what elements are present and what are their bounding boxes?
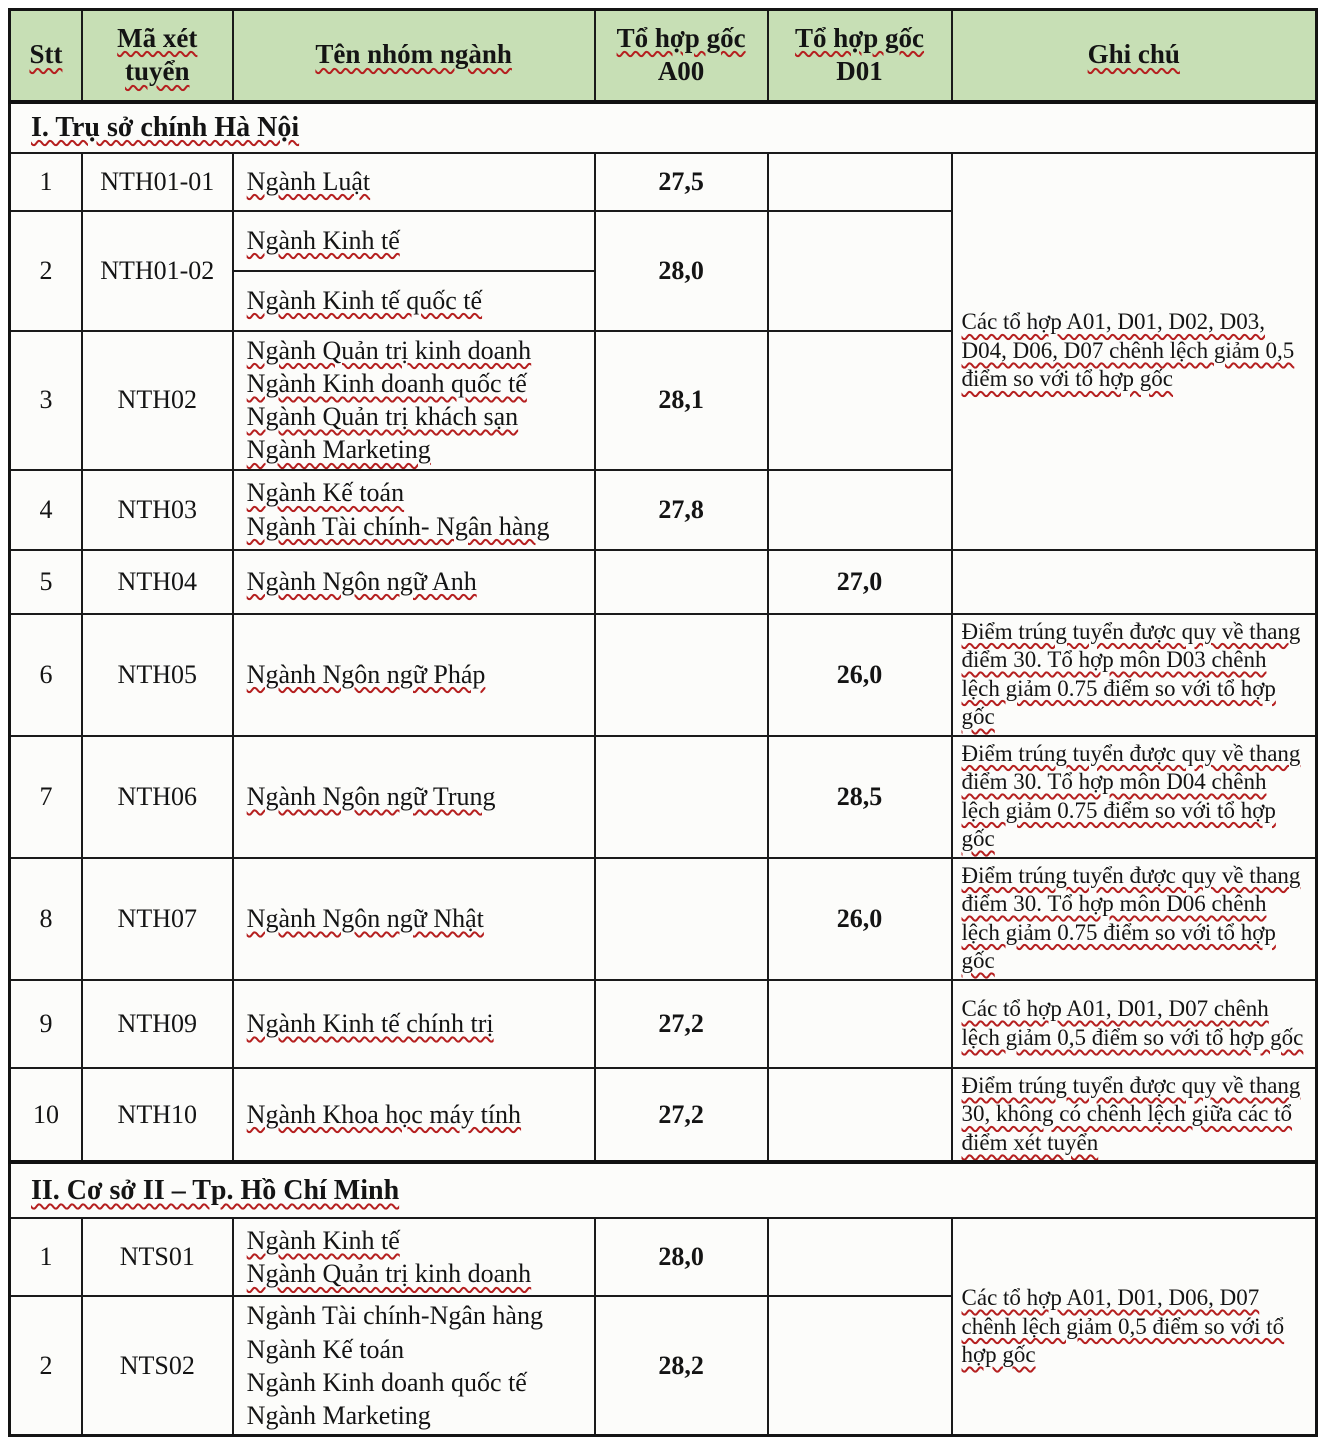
cell-code: NTH05 [80, 612, 234, 737]
cell-name: Ngành Ngôn ngữ Anh [231, 548, 596, 615]
cell-stt: 1 [8, 151, 83, 212]
cell-code: NTH09 [80, 978, 234, 1069]
table-row: 1 NTS01 Ngành Kinh tế Ngành Quản trị kin… [8, 1217, 1318, 1437]
cell-a00: 28,0 [593, 1217, 769, 1298]
table-row: 5 NTH04 Ngành Ngôn ngữ Anh 27,0 [8, 548, 1318, 615]
cell-a00: 27,8 [593, 468, 769, 551]
section2-header-row: II. Cơ sở II – Tp. Hồ Chí Minh [8, 1160, 1318, 1220]
cell-note: Điểm trúng tuyển được quy về thang điểm … [950, 612, 1318, 737]
cell-stt: 10 [8, 1066, 83, 1164]
table-row: 3 NTH02 Ngành Quản trị kinh doanh Ngành … [8, 329, 1317, 471]
table-row: 2 NTH01-02 Ngành Kinh tế 28,0 [8, 209, 1317, 332]
col-header-stt: Stt [8, 8, 83, 104]
table-row: Ngành Kinh tế quốc tế [10, 269, 1317, 332]
cell-d01 [766, 1295, 953, 1437]
table-header-row: Stt Mã xét tuyển Tên nhóm ngành Tổ hợp g… [8, 8, 1318, 104]
cell-name: Ngành Khoa học máy tính [231, 1066, 596, 1164]
cell-note-merged-rows1-4: Các tổ hợp A01, D01, D02, D03, D04, D06,… [950, 151, 1318, 551]
table-row: 4 NTH03 Ngành Kế toán Ngành Tài chính- N… [8, 468, 1317, 551]
cell-code: NTS01 [80, 1217, 234, 1298]
cell-note: Điểm trúng tuyển được quy về thang 30, k… [950, 1066, 1318, 1164]
cell-code: NTH03 [80, 468, 234, 551]
cell-stt: 9 [8, 978, 83, 1069]
cell-code: NTH06 [80, 734, 234, 859]
col-header-a00: Tổ hợp gốc A00 [593, 8, 769, 104]
cell-d01: 26,0 [766, 856, 953, 981]
cell-a00: 27,2 [593, 978, 769, 1069]
col-header-name: Tên nhóm ngành [231, 8, 596, 104]
cell-name: Ngành Quản trị kinh doanh Ngành Kinh doa… [231, 329, 596, 471]
col-header-note: Ghi chú [950, 8, 1318, 104]
table-row: 1 NTH01-01 Ngành Luật 27,5 Các tổ hợp A0… [8, 151, 1318, 551]
cell-a00: 28,2 [593, 1295, 769, 1437]
cell-a00 [593, 612, 769, 737]
cell-note [950, 548, 1318, 615]
table-row: 9 NTH09 Ngành Kinh tế chính trị 27,2 Các… [8, 978, 1318, 1069]
cell-note: Các tổ hợp A01, D01, D07 chênh lệch giảm… [950, 978, 1318, 1069]
table-row: 10 NTH10 Ngành Khoa học máy tính 27,2 Đi… [8, 1066, 1318, 1164]
cell-name: Ngành Kế toán Ngành Tài chính- Ngân hàng [231, 468, 596, 551]
table-row: 7 NTH06 Ngành Ngôn ngữ Trung 28,5 Điểm t… [8, 734, 1318, 859]
cell-code: NTH01-02 [80, 209, 234, 332]
section1-title: I. Trụ sở chính Hà Nội [8, 100, 1318, 154]
cell-stt: 7 [8, 734, 83, 859]
cell-code: NTH07 [80, 856, 234, 981]
section1-header-row: I. Trụ sở chính Hà Nội [8, 100, 1318, 154]
cell-d01 [766, 978, 953, 1069]
cell-d01: 26,0 [766, 612, 953, 737]
cell-d01 [766, 329, 953, 471]
cell-d01 [766, 1217, 953, 1298]
cell-a00: 28,0 [593, 209, 769, 332]
col-header-code: Mã xét tuyển [80, 8, 234, 104]
cell-code: NTH02 [80, 329, 234, 471]
cell-name: Ngành Luật [231, 151, 596, 212]
cell-d01: 27,0 [766, 548, 953, 615]
cell-a00: 27,5 [593, 151, 769, 212]
cell-note: Điểm trúng tuyển được quy về thang điểm … [950, 734, 1318, 859]
cell-name: Ngành Kinh tế Ngành Quản trị kinh doanh [231, 1217, 596, 1298]
cell-d01 [766, 1066, 953, 1164]
cell-name: Ngành Ngôn ngữ Trung [231, 734, 596, 859]
cell-d01 [766, 468, 953, 551]
cell-a00: 28,1 [593, 329, 769, 471]
table-row: 6 NTH05 Ngành Ngôn ngữ Pháp 26,0 Điểm tr… [8, 612, 1318, 737]
cell-d01 [766, 209, 953, 332]
cell-name: Ngành Kinh tế [231, 209, 596, 272]
col-header-d01: Tổ hợp gốc D01 [766, 8, 953, 104]
cell-stt: 4 [8, 468, 83, 551]
cell-stt: 6 [8, 612, 83, 737]
cell-d01 [766, 151, 953, 212]
cell-d01: 28,5 [766, 734, 953, 859]
cell-a00 [593, 856, 769, 981]
cell-stt: 1 [8, 1217, 83, 1298]
cell-name: Ngành Tài chính-Ngân hàng Ngành Kế toán … [231, 1295, 596, 1437]
cell-a00 [593, 734, 769, 859]
cell-name: Ngành Kinh tế chính trị [231, 978, 596, 1069]
cell-stt: 2 [8, 1295, 83, 1437]
table-row: 8 NTH07 Ngành Ngôn ngữ Nhật 26,0 Điểm tr… [8, 856, 1318, 981]
cell-a00: 27,2 [593, 1066, 769, 1164]
cell-note: Điểm trúng tuyển được quy về thang điểm … [950, 856, 1318, 981]
cell-note-merged-rows1-2: Các tổ hợp A01, D01, D06, D07 chênh lệch… [950, 1217, 1318, 1437]
cell-name: Ngành Ngôn ngữ Nhật [231, 856, 596, 981]
cell-code: NTH04 [80, 548, 234, 615]
cell-stt: 3 [8, 329, 83, 471]
cell-code: NTH01-01 [80, 151, 234, 212]
cell-name: Ngành Ngôn ngữ Pháp [231, 612, 596, 737]
cell-code: NTH10 [80, 1066, 234, 1164]
cell-stt: 8 [8, 856, 83, 981]
cell-a00 [593, 548, 769, 615]
cell-stt: 2 [8, 209, 83, 332]
section2-title: II. Cơ sở II – Tp. Hồ Chí Minh [8, 1160, 1318, 1220]
cell-stt: 5 [8, 548, 83, 615]
admission-scores-table: Stt Mã xét tuyển Tên nhóm ngành Tổ hợp g… [8, 8, 1318, 1437]
cell-name: Ngành Kinh tế quốc tế [231, 269, 596, 332]
cell-code: NTS02 [80, 1295, 234, 1437]
